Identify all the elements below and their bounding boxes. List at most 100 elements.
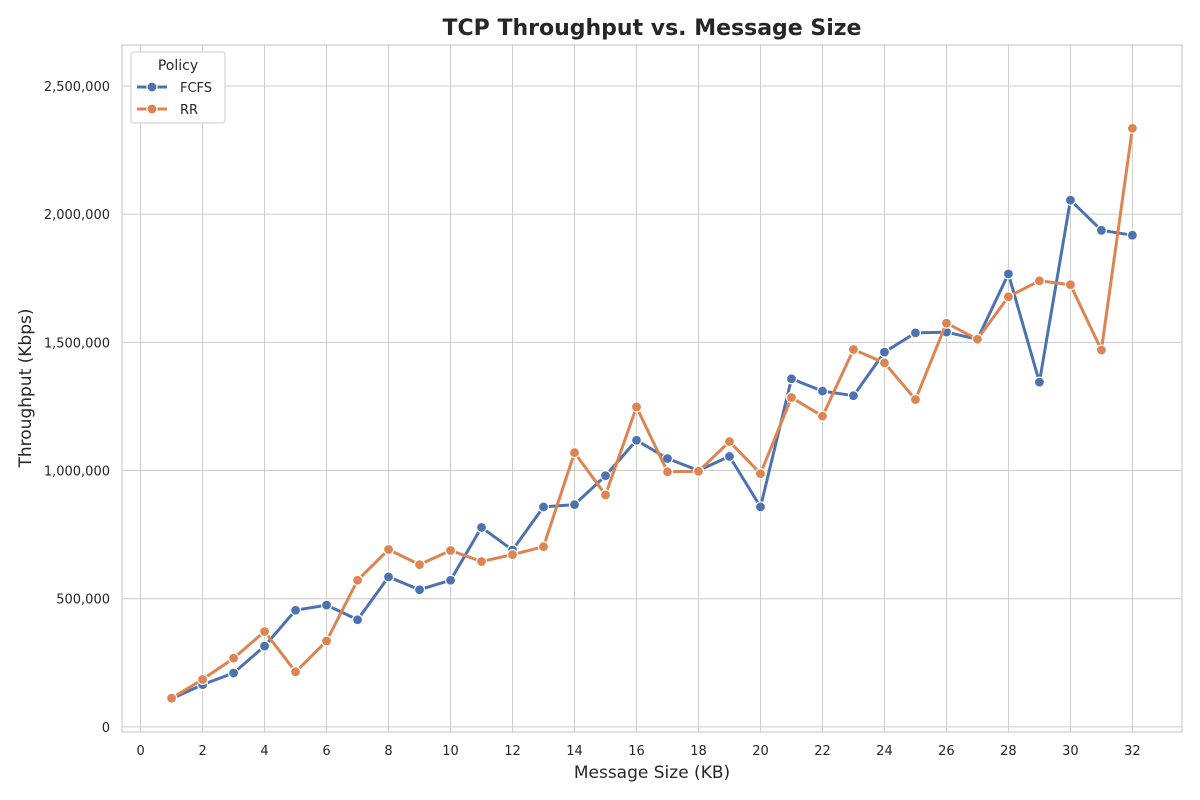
x-tick-label: 8: [384, 744, 392, 759]
data-point: [568, 499, 581, 511]
legend: Policy FCFS RR: [130, 51, 226, 124]
data-point: [909, 327, 922, 339]
y-tick-label: 1,500,000: [44, 336, 110, 351]
data-point: [475, 555, 488, 568]
data-point: [940, 317, 953, 329]
x-tick-label: 32: [1124, 744, 1141, 759]
data-point: [1033, 275, 1046, 287]
data-point: [1033, 376, 1046, 388]
x-tick-label: 20: [752, 744, 769, 759]
y-axis-label: Throughput (Kbps): [16, 308, 36, 468]
data-point: [258, 640, 271, 652]
y-tick-label: 2,000,000: [44, 208, 110, 223]
series-rr: [165, 122, 1139, 704]
data-point: [506, 549, 519, 561]
data-point: [320, 599, 333, 611]
legend-label: RR: [180, 103, 198, 118]
x-tick-label: 2: [198, 744, 206, 759]
x-tick-label: 16: [628, 744, 645, 759]
data-point: [1002, 268, 1015, 280]
legend-swatch-marker: [146, 81, 158, 93]
data-point: [630, 434, 643, 446]
data-point: [227, 667, 240, 679]
data-point: [723, 435, 736, 448]
data-point: [413, 584, 426, 596]
y-tick-label: 0: [102, 721, 110, 736]
data-point: [599, 489, 612, 501]
data-point: [537, 541, 550, 553]
data-point: [599, 470, 612, 482]
data-point: [785, 373, 798, 385]
legend-item-rr: RR: [137, 103, 198, 118]
data-point: [816, 385, 829, 397]
data-point: [754, 501, 767, 513]
x-tick-label: 6: [322, 744, 330, 759]
x-axis-ticks: 0 2 4 6 8 10 12 14 16 18 20 22 24 26 28 30 32: [136, 744, 1140, 759]
x-tick-label: 0: [136, 744, 144, 759]
data-point: [909, 393, 922, 406]
grid: [122, 45, 1182, 732]
data-point: [971, 333, 984, 345]
data-point: [723, 450, 736, 463]
data-point: [444, 574, 457, 586]
x-tick-label: 4: [260, 744, 268, 759]
data-point: [1095, 344, 1108, 356]
data-point: [661, 466, 674, 478]
x-tick-label: 10: [442, 744, 459, 759]
x-tick-label: 14: [566, 744, 583, 759]
legend-swatch-marker: [146, 103, 158, 115]
data-point: [444, 544, 457, 557]
data-point: [878, 346, 891, 358]
x-tick-label: 24: [876, 744, 893, 759]
data-point: [475, 521, 488, 534]
data-point: [847, 343, 860, 356]
legend-items: FCFS RR: [137, 81, 212, 118]
data-point: [196, 673, 209, 686]
y-tick-label: 1,000,000: [44, 465, 110, 480]
data-point: [537, 501, 550, 513]
data-point: [692, 465, 705, 477]
data-point: [1002, 291, 1015, 303]
x-tick-label: 12: [504, 744, 521, 759]
data-point: [1126, 229, 1139, 241]
data-point: [351, 574, 364, 586]
data-point: [382, 571, 395, 583]
data-point: [320, 635, 333, 647]
chart-title: TCP Throughput vs. Message Size: [443, 16, 862, 41]
data-point: [878, 357, 891, 369]
x-axis-label: Message Size (KB): [574, 763, 730, 783]
x-tick-label: 28: [1000, 744, 1017, 759]
legend-label: FCFS: [180, 81, 212, 96]
data-point: [754, 468, 767, 480]
data-point: [1126, 122, 1139, 134]
data-point: [847, 390, 860, 402]
data-point: [1095, 224, 1108, 236]
data-point: [165, 692, 178, 704]
data-point: [289, 666, 302, 678]
data-point: [227, 652, 240, 664]
data-point: [289, 604, 302, 616]
series-line: [170, 126, 1134, 700]
data-point: [258, 625, 271, 638]
x-tick-label: 30: [1062, 744, 1079, 759]
data-point: [785, 391, 798, 404]
data-point: [382, 543, 395, 556]
x-tick-label: 26: [938, 744, 955, 759]
plot-frame: [121, 44, 1183, 733]
data-point: [568, 446, 581, 459]
data-point: [1064, 279, 1077, 291]
data-point: [630, 401, 643, 413]
data-point: [816, 410, 829, 422]
y-tick-label: 500,000: [56, 593, 110, 608]
legend-item-fcfs: FCFS: [137, 81, 212, 96]
data-point: [413, 559, 426, 571]
y-axis-ticks: 0 500,000 1,000,000 1,500,000 2,000,000 2,500…: [44, 80, 110, 736]
series: [165, 122, 1139, 705]
data-point: [1064, 194, 1077, 206]
legend-title: Policy: [158, 58, 198, 74]
data-point: [351, 614, 364, 626]
y-tick-label: 2,500,000: [44, 80, 110, 95]
x-tick-label: 22: [814, 744, 831, 759]
